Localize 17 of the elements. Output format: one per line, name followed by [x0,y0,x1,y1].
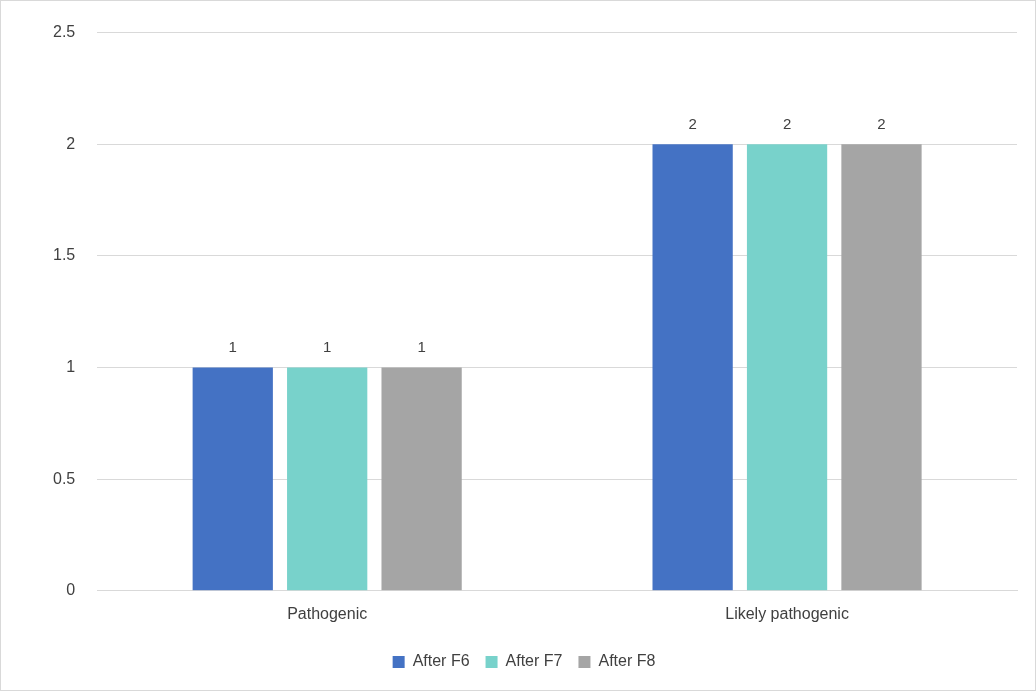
y-tick-label: 2.5 [52,23,76,41]
y-tick-label: 1 [66,357,76,375]
data-label: 1 [417,338,426,356]
data-label: 2 [877,114,886,132]
data-label: 2 [782,114,792,132]
legend-label: After F6 [412,652,470,670]
y-tick-label: 1.5 [52,246,76,264]
y-tick-label: 0 [66,581,76,599]
y-tick-label: 0.5 [52,469,76,487]
x-tick-label: Likely pathogenic [725,604,849,622]
data-label: 2 [688,114,697,132]
x-tick-label: Pathogenic [287,604,368,622]
data-label: 1 [323,338,332,356]
y-tick-label: 2 [66,134,76,152]
legend-label: After F7 [505,652,563,670]
legend-label: After F8 [598,652,656,670]
data-label: 1 [228,338,237,356]
